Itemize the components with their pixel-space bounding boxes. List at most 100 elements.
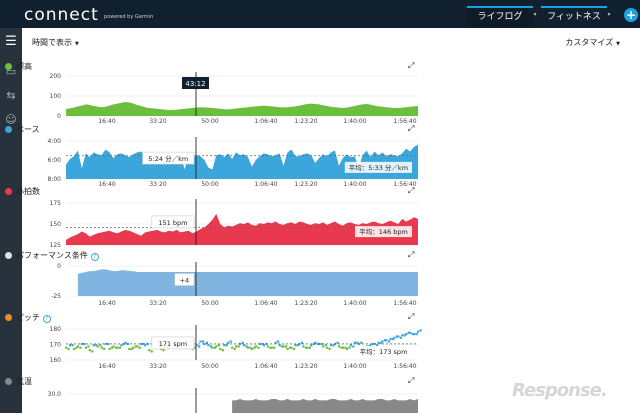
pitch-point: [353, 341, 356, 344]
pitch-point: [225, 344, 228, 347]
expand-icon[interactable]: ⤢: [408, 312, 415, 321]
help-icon[interactable]: ?: [43, 315, 51, 323]
x-tick-label: 1:06:40: [254, 181, 277, 188]
series-color-dot: [5, 63, 12, 70]
x-tick-label: 50:00: [201, 181, 218, 188]
pitch-point: [108, 347, 111, 351]
help-icon[interactable]: ?: [90, 253, 99, 261]
pitch-point: [229, 340, 232, 343]
expand-icon[interactable]: ⤢: [408, 376, 415, 385]
pitch-point: [215, 345, 218, 348]
x-tick-label: 1:56:40: [393, 300, 416, 307]
pitch-point: [235, 345, 238, 348]
menu-icon[interactable]: ☰: [5, 34, 17, 49]
pitch-point: [83, 342, 86, 346]
chart-toolbar: 時間で表示 ▼ カスタマイズ ▼: [22, 28, 640, 50]
chart-label: ペース: [5, 124, 40, 135]
expand-icon[interactable]: ⤢: [408, 124, 415, 133]
average-label-bg: [355, 226, 412, 238]
pitch-point: [324, 344, 327, 347]
tab-fitness[interactable]: フィットネス: [541, 6, 607, 28]
pitch-point: [377, 341, 380, 344]
pitch-point: [103, 347, 106, 351]
pitch-point: [357, 342, 360, 346]
pitch-point: [306, 346, 309, 349]
pitch-point: [239, 342, 242, 346]
chevron-down-icon[interactable]: ▾: [607, 11, 611, 18]
value-tooltip: +4: [180, 277, 190, 285]
chart-label: 標高: [5, 61, 32, 72]
series-color-dot: [5, 126, 12, 133]
pitch-point: [246, 346, 250, 349]
x-tick-label: 1:40:00: [343, 363, 366, 370]
pitch-point: [341, 346, 345, 349]
pitch-point: [292, 347, 296, 351]
inbox-icon[interactable]: ▭: [5, 65, 17, 78]
pitch-point: [190, 346, 193, 349]
chart-label: パフォーマンス条件?: [5, 250, 99, 261]
pitch-point: [277, 340, 280, 343]
pitch-point: [80, 342, 84, 346]
y-tick-label: 0: [57, 263, 61, 270]
expand-icon[interactable]: ⤢: [408, 250, 415, 259]
pitch-point: [286, 347, 289, 351]
pitch-point: [122, 342, 126, 346]
pitch-point: [148, 349, 151, 352]
chevron-down-icon[interactable]: ▾: [533, 11, 537, 18]
pitch-point: [174, 346, 177, 349]
pitch-point: [116, 346, 119, 349]
pitch-point: [302, 345, 305, 348]
tab-lifelog[interactable]: ライフログ: [467, 6, 533, 28]
pitch-point: [333, 342, 337, 346]
customize-dropdown[interactable]: カスタマイズ ▼: [565, 37, 620, 48]
pitch-point: [211, 346, 214, 349]
pitch-point: [114, 346, 118, 349]
connections-icon[interactable]: ⇆: [6, 89, 16, 102]
pitch-point: [183, 345, 186, 348]
pitch-point: [95, 344, 98, 347]
pitch-point: [314, 341, 317, 344]
pitch-point: [368, 345, 371, 348]
x-tick-label: 16:40: [98, 300, 115, 307]
pitch-point: [213, 346, 217, 349]
pitch-point: [312, 342, 315, 346]
pitch-point: [269, 346, 272, 349]
pitch-point: [304, 346, 308, 349]
pitch-point: [344, 346, 347, 349]
pitch-point: [132, 346, 135, 349]
value-tooltip-bg: [151, 215, 195, 229]
time-tooltip-bg: [182, 77, 209, 89]
pitch-point: [409, 331, 412, 334]
pitch-point: [76, 345, 80, 348]
add-button[interactable]: +: [624, 8, 638, 22]
pitch-point: [369, 344, 372, 347]
expand-icon[interactable]: ⤢: [408, 186, 415, 195]
pitch-point: [237, 345, 240, 348]
y-tick-label: 170: [50, 342, 62, 349]
sidebar: ☰ ▭ ⇆ ☺: [0, 28, 22, 413]
pitch-point: [199, 340, 202, 343]
pitch-point: [298, 342, 301, 346]
pitch-point: [88, 349, 91, 352]
y-tick-label: 8:00: [48, 176, 62, 183]
pitch-point: [209, 345, 213, 348]
series-area: [66, 102, 418, 116]
pitch-point: [242, 344, 246, 347]
pitch-point: [373, 342, 376, 346]
x-tick-label: 1:40:00: [343, 300, 366, 307]
connect-logo[interactable]: connect: [24, 5, 99, 25]
pitch-point: [328, 347, 331, 351]
pitch-point: [203, 342, 206, 346]
y-tick-label: 160: [50, 357, 62, 364]
time-tooltip: 43:12: [185, 80, 205, 88]
pitch-point: [96, 345, 99, 348]
pitch-point: [407, 331, 410, 334]
pitch-point: [326, 346, 329, 349]
pitch-point: [99, 344, 102, 347]
expand-icon[interactable]: ⤢: [408, 61, 415, 70]
user-icon[interactable]: ☺: [5, 113, 17, 126]
view-by-time-dropdown[interactable]: 時間で表示 ▼: [32, 37, 79, 48]
pitch-point: [207, 344, 210, 347]
pitch-point: [130, 347, 133, 351]
chart-title: 標高: [16, 62, 32, 71]
